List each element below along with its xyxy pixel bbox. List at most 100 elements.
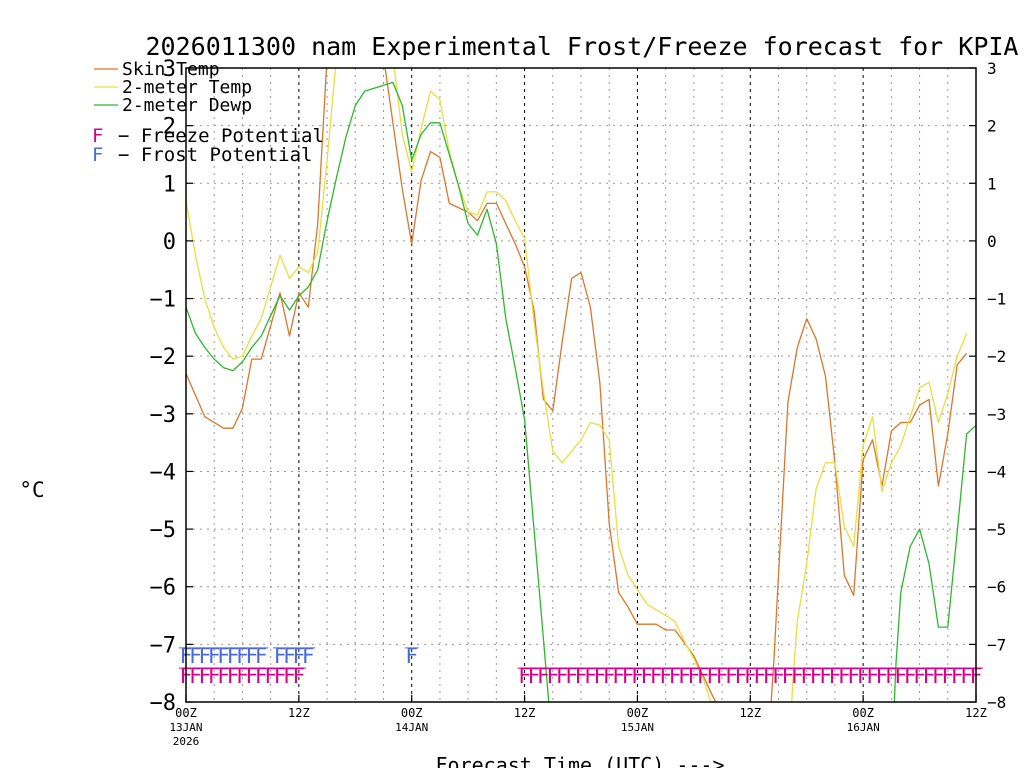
freeze-potential-marker: F [246,664,259,688]
y-tick-label-right: −8 [987,693,1006,712]
freeze-potential-marker: F [546,664,559,688]
series-line-2-meter-temp [186,68,968,702]
freeze-potential-marker: F [800,664,813,688]
freeze-potential-marker: F [763,664,776,688]
chart-title: 2026011300 nam Experimental Frost/Freeze… [146,32,1019,61]
y-tick-label-right: −6 [987,578,1006,597]
freeze-potential-marker: F [603,664,616,688]
x-tick-year: 2026 [173,735,200,748]
series-layer [186,68,976,702]
freeze-potential-marker: F [631,664,644,688]
freeze-potential-marker: F [189,664,202,688]
y-tick-label-right: −4 [987,462,1006,481]
freeze-potential-marker: F [669,664,682,688]
x-axis-label: Forecast Time (UTC) ---> [436,753,725,768]
y-tick-label-left: 0 [163,230,176,255]
freeze-potential-marker: F [819,664,832,688]
freeze-potential-marker: F [866,664,879,688]
freeze-potential-marker: F [217,664,230,688]
freeze-potential-marker: F [584,664,597,688]
x-tick-date: 14JAN [395,721,428,734]
freeze-potential-marker: F [565,664,578,688]
axes: 3 3 2 2 1 1 0 0 −1 −1 −2 −2 −3 −3 −4 −4 −5 −5 −6 −6 −7 −7 −8 −8… [150,57,1007,748]
freeze-potential-marker: F [725,664,738,688]
y-tick-label-left: −7 [150,633,177,658]
freeze-potential-marker: F [716,664,729,688]
freeze-potential-marker: F [697,664,710,688]
freeze-potential-marker: F [518,664,531,688]
y-tick-label-left: 3 [163,57,176,82]
frost-potential-marker: F [227,644,240,668]
freeze-potential-marker: F [932,664,945,688]
frost-potential-marker: F [208,644,221,668]
y-tick-label-left: −8 [150,691,177,716]
freeze-potential-marker: F [876,664,889,688]
y-tick-label-left: −4 [150,460,177,485]
y-tick-label-left: −6 [150,576,177,601]
legend-marker-text: − Freeze Potential [118,125,324,147]
y-tick-label-left: −5 [150,518,177,543]
y-tick-label-right: −3 [987,405,1006,424]
x-tick-label: 00Z [852,706,874,720]
frost-potential-marker: F [283,644,296,668]
legend-marker-letter: F [92,125,103,147]
frost-potential-marker: F [405,644,418,668]
frost-potential-marker: F [302,644,315,668]
y-tick-label-left: 2 [163,115,176,140]
y-tick-label-right: −5 [987,520,1006,539]
freeze-potential-marker: F [593,664,606,688]
x-tick-label: 12Z [514,706,536,720]
frost-potential-marker: F [246,644,259,668]
freeze-potential-marker: F [913,664,926,688]
freeze-potential-marker: F [894,664,907,688]
freeze-potential-marker: F [264,664,277,688]
freeze-potential-marker: F [904,664,917,688]
freeze-potential-marker: F [208,664,221,688]
freeze-potential-marker: F [622,664,635,688]
freeze-potential-marker: F [772,664,785,688]
freeze-potential-marker: F [650,664,663,688]
freeze-potential-marker: F [227,664,240,688]
y-axis-label: °C [19,478,44,502]
freeze-potential-marker: F [782,664,795,688]
freeze-potential-marker: F [960,664,973,688]
y-tick-label-right: 2 [987,117,997,136]
freeze-potential-marker: F [951,664,964,688]
freeze-potential-marker: F [847,664,860,688]
freeze-potential-marker: F [706,664,719,688]
y-tick-label-right: −2 [987,347,1006,366]
series-line-2-meter-dewp [186,81,976,702]
legend-marker-letter: F [92,144,103,166]
freeze-potential-marker: F [829,664,842,688]
freeze-potential-marker: F [923,664,936,688]
freeze-potential-marker: F [838,664,851,688]
x-tick-date: 15JAN [621,721,654,734]
plot-frame [185,67,977,703]
gridlines [186,68,976,702]
frost-potential-marker: F [293,644,306,668]
freeze-potential-marker: F [885,664,898,688]
y-tick-label-right: 3 [987,59,997,78]
y-tick-label-left: −2 [150,345,177,370]
freeze-potential-marker: F [236,664,249,688]
freeze-potential-marker: F [198,664,211,688]
freeze-potential-marker: F [612,664,625,688]
x-tick-date: 16JAN [847,721,880,734]
y-tick-label-right: −7 [987,635,1006,654]
freeze-potential-marker: F [941,664,954,688]
x-tick-label: 12Z [965,706,987,720]
frost-potential-marker: F [274,644,287,668]
freeze-potential-marker: F [735,664,748,688]
legend-entry: 2-meter Temp [122,77,252,98]
freeze-potential-marker: F [255,664,268,688]
freeze-potential-marker: F [753,664,766,688]
freeze-potential-marker: F [528,664,541,688]
y-tick-label-left: 1 [163,172,176,197]
x-tick-label: 00Z [627,706,649,720]
freeze-potential-marker: F [641,664,654,688]
y-tick-label-left: −1 [150,288,177,313]
legend-marker-text: − Frost Potential [118,144,312,166]
y-tick-label-right: 0 [987,232,997,251]
